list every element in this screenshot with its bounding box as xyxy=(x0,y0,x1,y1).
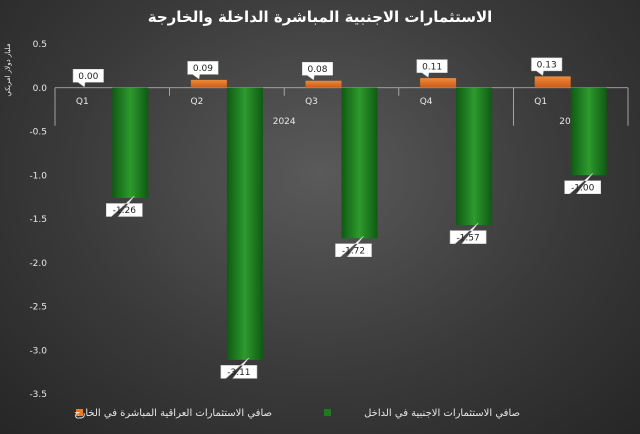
legend-label: صافي الاستثمارات الاجنبية في الداخل xyxy=(364,408,520,419)
y-tick-label: -1.0 xyxy=(29,171,47,181)
chart-title: الاستثمارات الاجنبية المباشرة الداخلة وا… xyxy=(148,8,493,26)
data-label-box xyxy=(106,195,143,217)
data-label-text: -1.26 xyxy=(113,206,137,216)
data-label-box xyxy=(531,57,563,76)
y-tick-label: 0.0 xyxy=(33,84,48,94)
category-label: Q3 xyxy=(305,97,318,107)
data-label-text: 0.08 xyxy=(307,65,327,75)
data-label: 0.08 xyxy=(302,61,333,81)
category-label: Q1 xyxy=(76,97,89,107)
legend-swatch xyxy=(76,409,83,416)
data-label-text: -1.57 xyxy=(456,233,479,243)
data-label-text: 0.09 xyxy=(193,64,213,74)
legend: صافي الاستثمارات العراقية المباشرة في ال… xyxy=(74,408,520,419)
bars xyxy=(76,76,607,360)
data-label: -1.57 xyxy=(449,222,487,244)
data-label-box xyxy=(335,236,372,258)
bar-inward xyxy=(112,87,149,198)
bar-outward xyxy=(534,76,571,88)
category-label: Q2 xyxy=(190,97,203,107)
bar-inward xyxy=(456,87,493,226)
bar-outward xyxy=(420,78,457,88)
y-tick-label: -1.5 xyxy=(29,215,47,225)
bar-inward xyxy=(570,87,607,176)
y-tick-label: -2.0 xyxy=(29,259,47,269)
data-label-text: 0.13 xyxy=(537,61,557,71)
category-label: Q4 xyxy=(420,97,433,107)
y-tick-label: -3.0 xyxy=(29,346,47,356)
data-label: 0.09 xyxy=(187,61,219,80)
data-label-box xyxy=(187,61,219,80)
data-label: 0.11 xyxy=(416,59,448,78)
y-tick-label: 0.5 xyxy=(33,40,47,50)
data-label: -3.11 xyxy=(220,357,258,379)
legend-swatch xyxy=(324,409,331,416)
data-label-box xyxy=(564,173,601,195)
bar-outward xyxy=(305,80,342,88)
data-label: -1.00 xyxy=(564,173,601,195)
group-label: 2024 xyxy=(273,117,296,127)
data-label-box xyxy=(449,222,487,244)
bar-inward xyxy=(226,87,263,360)
y-axis-label: مليار دولار امريكي xyxy=(4,43,12,96)
data-label: -1.72 xyxy=(335,236,372,258)
data-label-box xyxy=(72,68,104,88)
data-label: 0.00 xyxy=(72,68,104,88)
data-label-text: -3.11 xyxy=(227,368,250,378)
data-label-box xyxy=(416,59,448,78)
data-label-box xyxy=(302,61,333,81)
bar-outward xyxy=(190,79,227,88)
bar-inward xyxy=(341,87,378,239)
data-labels: 0.00 0.09 0.08 0.11 0.13 -1.26 -3.11 -1.72 -1.57… xyxy=(72,57,601,379)
y-tick-label: -2.5 xyxy=(29,303,47,313)
category-label: Q1 xyxy=(534,97,547,107)
y-tick-label: -0.5 xyxy=(29,128,47,138)
data-label: -1.26 xyxy=(106,195,143,217)
data-label-text: 0.00 xyxy=(78,72,98,82)
y-tick-label: -3.5 xyxy=(29,390,47,400)
data-label-text: 0.11 xyxy=(422,62,442,72)
data-label-text: -1.72 xyxy=(342,246,365,256)
data-label-box xyxy=(220,357,258,379)
data-label-text: -1.00 xyxy=(571,183,595,193)
data-label: 0.13 xyxy=(531,57,563,76)
legend-label: صافي الاستثمارات العراقية المباشرة في ال… xyxy=(74,408,272,419)
